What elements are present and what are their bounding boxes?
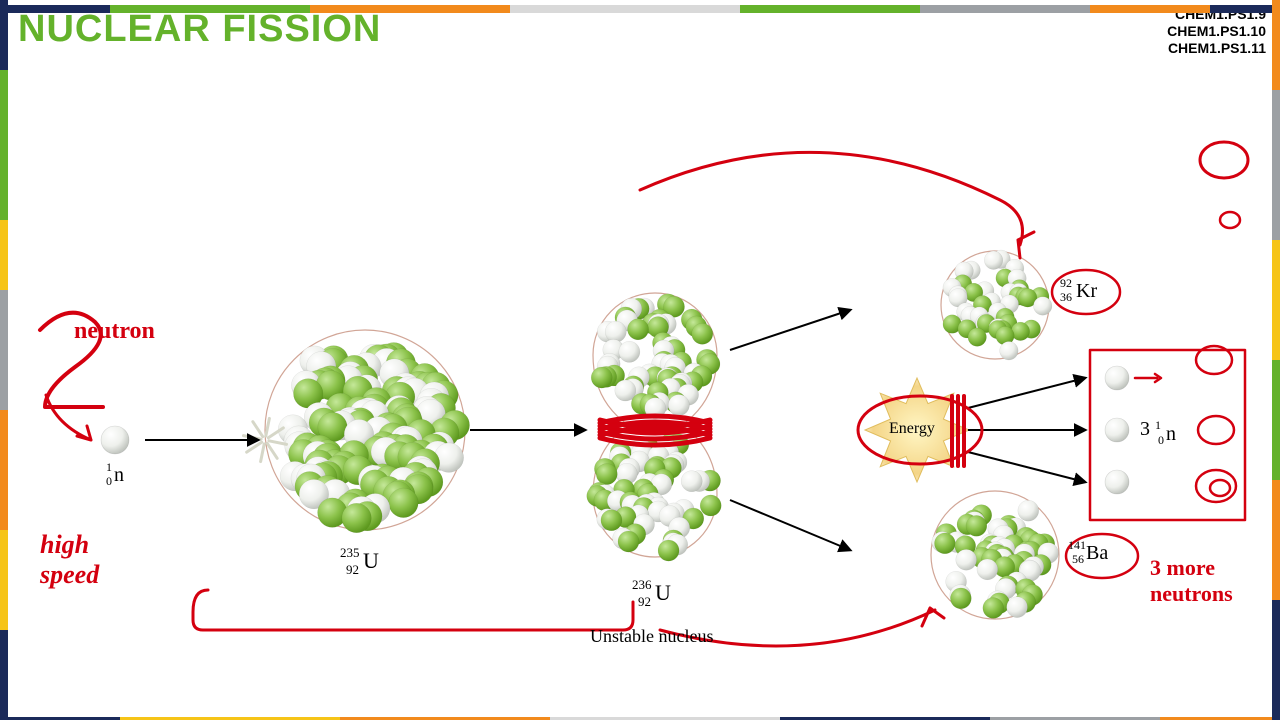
free-neutron [1105,366,1129,390]
reaction-arrow [730,310,850,350]
nucleus-cluster [941,250,1052,360]
free-neutron [1105,470,1129,494]
reaction-arrow [968,378,1085,408]
annotation-high-speed: highspeed [40,530,99,590]
free-neutron [101,426,129,454]
reaction-arrow [968,452,1085,482]
label-ba: 14156Ba [1068,540,1102,581]
nucleus-cluster [265,330,470,533]
annotation-stroke [1198,416,1234,444]
nucleus-cluster [931,491,1059,619]
annotation-stroke [1200,142,1248,178]
annotation-stroke [1135,374,1161,382]
annotation-stroke [952,396,964,466]
annotation-three-more: 3 moreneutrons [1150,555,1233,607]
reaction-arrow [730,500,850,550]
border-right [1272,0,1280,720]
label-energy: Energy [889,420,935,438]
annotation-stroke [1210,480,1230,496]
border-top [0,0,1280,8]
free-neutron [1105,418,1129,442]
label-u235: 23592U [340,548,369,592]
label-neutron-in: 10n [106,462,122,503]
label-three-neutrons: 3 10n [1140,418,1161,464]
label-u236: 23692U [632,580,661,624]
nucleus-cluster [587,432,722,561]
border-left [0,0,8,720]
annotation-stroke [193,590,633,630]
annotation-neutron: neutron [74,318,155,345]
annotation-stroke [640,152,1034,258]
border-bot [0,712,1280,720]
annotation-stroke [46,395,91,440]
annotation-stroke [1220,212,1240,228]
label-unstable-nucleus: Unstable nucleus [590,626,713,647]
label-kr: 9236Kr [1060,278,1093,319]
